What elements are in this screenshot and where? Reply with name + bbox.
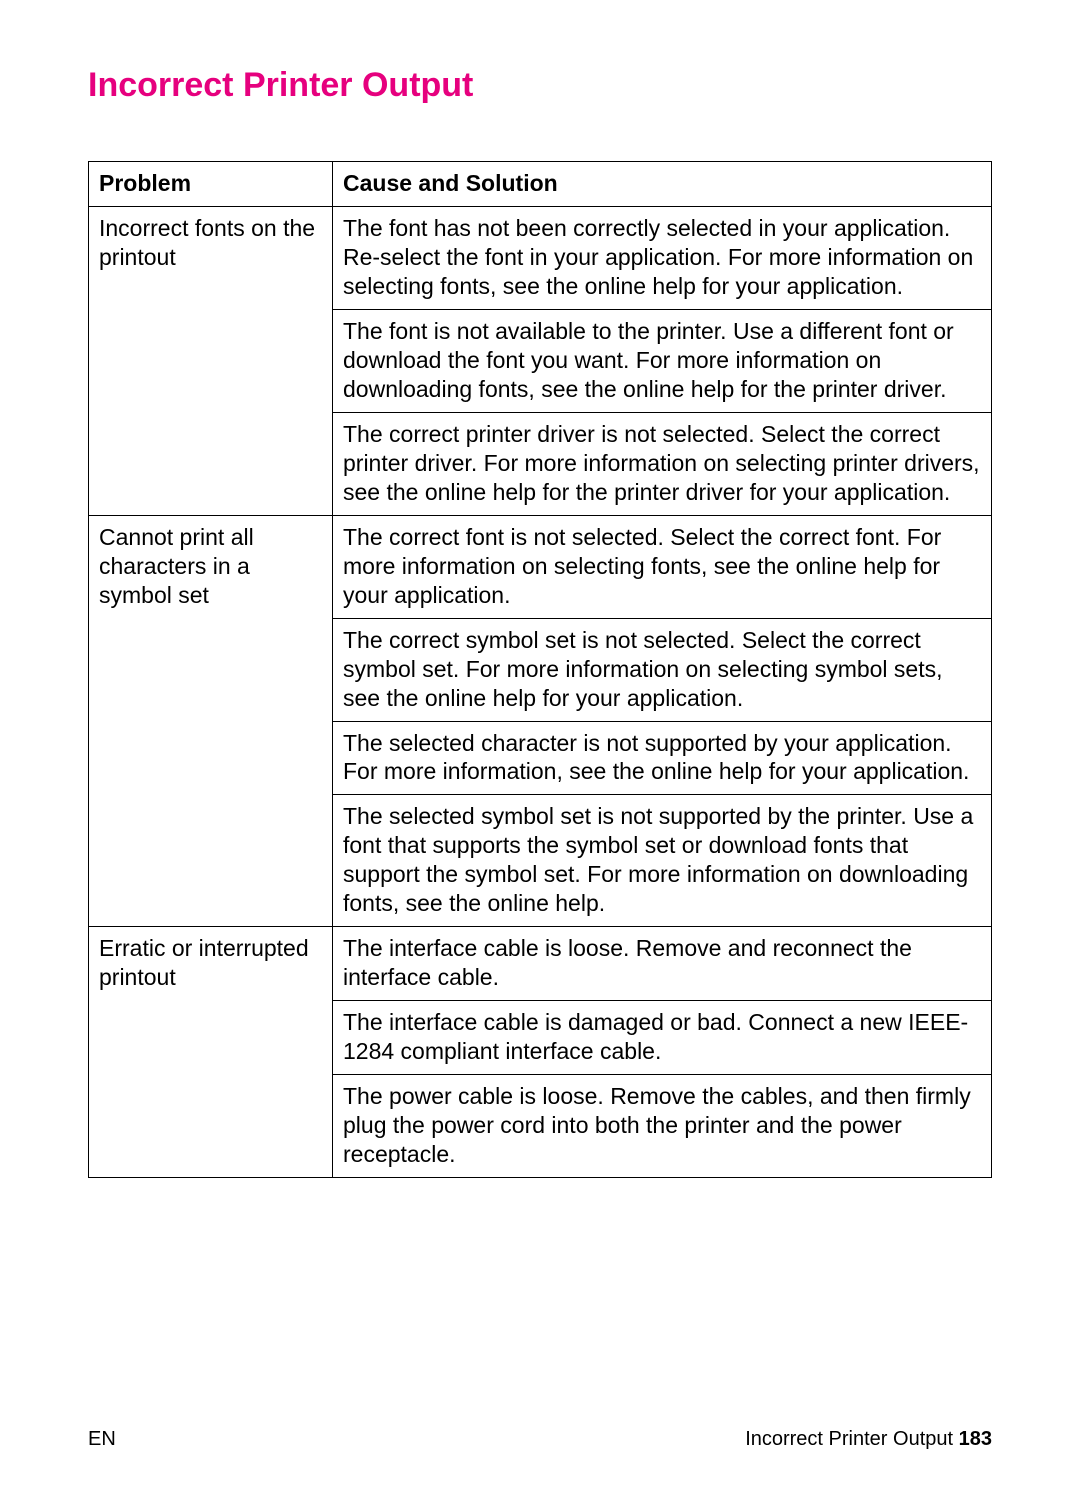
table-header-row: Problem Cause and Solution [89,162,992,207]
cause-cell: The correct symbol set is not selected. … [333,618,992,721]
document-page: Incorrect Printer Output Problem Cause a… [0,0,1080,1495]
table-row: Incorrect fonts on the printout The font… [89,206,992,309]
troubleshooting-table: Problem Cause and Solution Incorrect fon… [88,161,992,1178]
page-footer: EN Incorrect Printer Output 183 [88,1428,992,1451]
cause-cell: The interface cable is damaged or bad. C… [333,1001,992,1075]
table-row: Cannot print all characters in a symbol … [89,515,992,618]
cause-cell: The power cable is loose. Remove the cab… [333,1075,992,1178]
problem-cell: Incorrect fonts on the printout [89,206,333,515]
page-title: Incorrect Printer Output [88,66,992,105]
footer-right: Incorrect Printer Output 183 [745,1428,992,1451]
table-row: Erratic or interrupted printout The inte… [89,927,992,1001]
column-header-problem: Problem [89,162,333,207]
cause-cell: The correct font is not selected. Select… [333,515,992,618]
cause-cell: The selected character is not supported … [333,721,992,795]
problem-cell: Erratic or interrupted printout [89,927,333,1178]
footer-section-title: Incorrect Printer Output [745,1428,953,1450]
cause-cell: The font has not been correctly selected… [333,206,992,309]
footer-page-number: 183 [959,1428,992,1450]
cause-cell: The correct printer driver is not select… [333,412,992,515]
footer-left: EN [88,1428,116,1451]
cause-cell: The interface cable is loose. Remove and… [333,927,992,1001]
column-header-cause: Cause and Solution [333,162,992,207]
cause-cell: The font is not available to the printer… [333,309,992,412]
cause-cell: The selected symbol set is not supported… [333,795,992,927]
problem-cell: Cannot print all characters in a symbol … [89,515,333,927]
